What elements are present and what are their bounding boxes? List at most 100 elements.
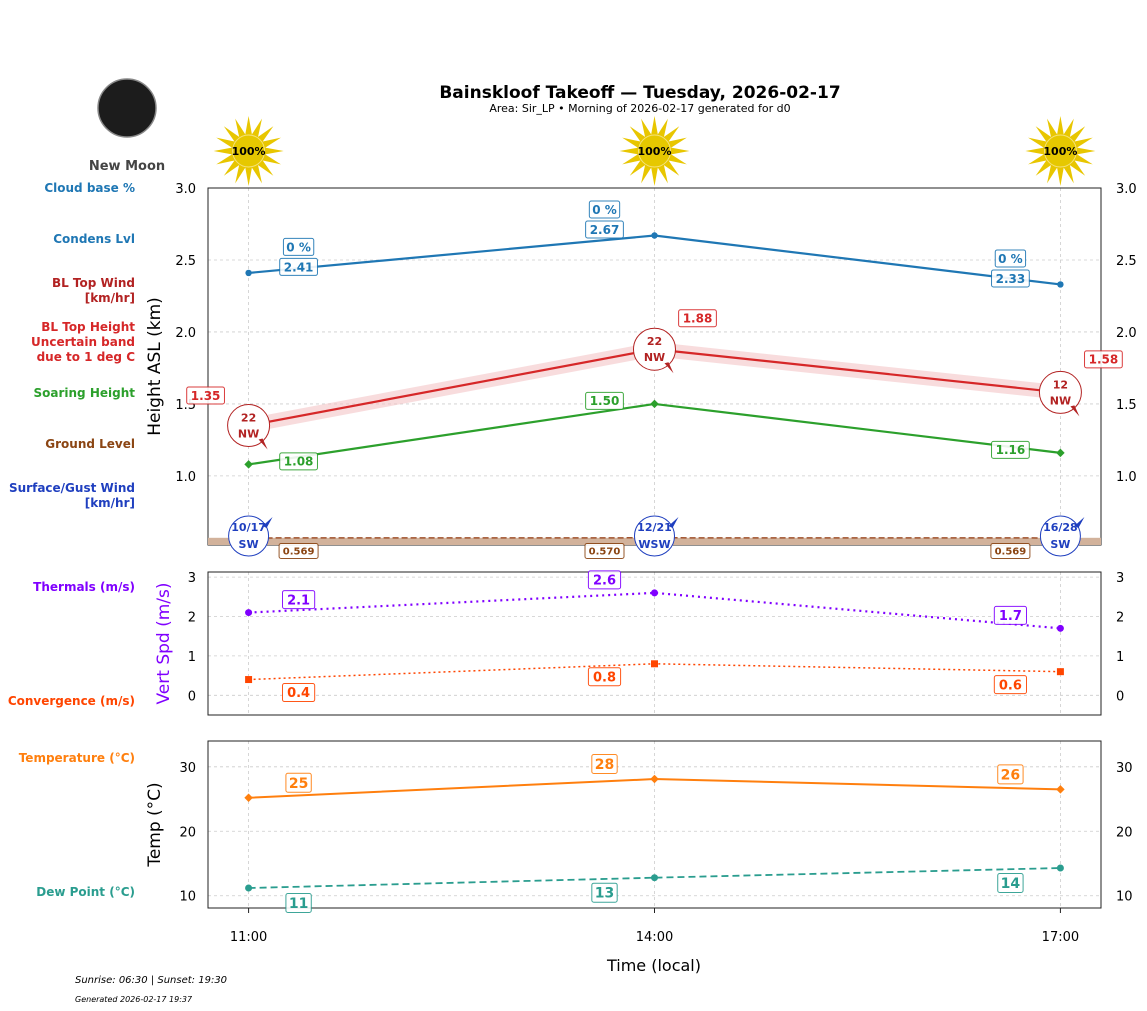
legend-label: Cloud base % (44, 181, 135, 195)
thermals-label: 2.6 (593, 574, 616, 589)
wind-arrow-icon (664, 362, 674, 374)
sun-icon-disc (1043, 134, 1077, 168)
cloud-base-pct-label-box (588, 200, 621, 219)
surface-wind-speed: 10/17 (231, 521, 266, 534)
condens-level-label-box (991, 269, 1030, 288)
thermals-point (651, 589, 658, 597)
thermals-label-box (587, 570, 622, 590)
sun-cover-pct: 100% (638, 145, 672, 158)
chart-title: Bainskloof Takeoff — Tuesday, 2026-02-17 (439, 83, 841, 103)
bl-top-height-label: 1.88 (683, 312, 713, 326)
temperature-label-box (997, 764, 1024, 785)
convergence-label-box (282, 683, 316, 703)
y-axis-label: Vert Spd (m/s) (154, 582, 174, 704)
dew-point-label-box (591, 882, 618, 903)
soaring-height-label-box (279, 452, 318, 471)
bl-wind-direction: NW (238, 428, 259, 441)
thermals-point (1056, 624, 1064, 632)
bl-wind-direction: NW (1050, 394, 1071, 407)
soaring-height-label-box (991, 440, 1030, 459)
thermals-line (248, 591, 1061, 630)
chart-subtitle: Area: Sir_LP • Morning of 2026-02-17 gen… (489, 102, 791, 115)
sun-icon-disc (638, 134, 671, 168)
sun-cover-pct: 100% (232, 145, 266, 158)
temperature-label-box (591, 754, 618, 775)
soaring-point (1056, 448, 1065, 458)
dew-point-label-box (285, 893, 312, 914)
legend-label: Surface/Gust Wind [km/hr] (9, 481, 135, 510)
generated-time: Generated 2026-02-17 19:37 (75, 995, 193, 1004)
legend-label: BL Top Wind [km/hr] (51, 276, 135, 305)
axes-frame (207, 571, 1102, 716)
surface-wind-direction: SW (239, 538, 259, 551)
ground-level-label-box (584, 543, 625, 559)
legend-label: Thermals (m/s) (33, 580, 135, 594)
moon-icon (97, 78, 157, 138)
bl-wind-barb-circle (227, 404, 271, 448)
moon-phase-label: New Moon (88, 159, 166, 174)
y-tick-label-right: 2.0 (1116, 326, 1137, 341)
convergence-point (245, 676, 253, 684)
y-tick-label-right: 3.0 (1116, 182, 1137, 197)
bl-top-height-label-box (186, 386, 225, 405)
y-tick-label-right: 1.0 (1116, 470, 1137, 485)
x-tick-label: 14:00 (636, 930, 673, 945)
thermals-label-box (282, 590, 316, 610)
y-tick-label: 1 (188, 650, 196, 665)
dew-point-point (651, 874, 658, 882)
bl-top-height-label-box (678, 309, 717, 328)
legend-label: Convergence (m/s) (7, 694, 135, 708)
y-tick-label: 3.0 (175, 182, 196, 197)
thermals-point (245, 609, 253, 617)
convergence-point (651, 660, 658, 668)
x-tick-label: 11:00 (230, 930, 267, 945)
dew-point-label: 11 (289, 896, 308, 912)
bl-wind-speed: 12 (1053, 378, 1068, 391)
y-tick-label-right: 20 (1116, 825, 1133, 840)
convergence-label-box (587, 667, 622, 687)
convergence-label: 0.8 (593, 670, 616, 685)
y-tick-label: 30 (179, 761, 196, 776)
legend-label: Ground Level (45, 437, 135, 451)
y-tick-label: 2.0 (175, 326, 196, 341)
soaring-point (244, 460, 253, 469)
wind-arrow-icon (668, 517, 679, 528)
y-tick-label: 10 (179, 890, 196, 905)
condens-level-label: 2.41 (284, 260, 314, 274)
legend-label: Condens Lvl (53, 232, 135, 246)
dew-point-label: 13 (595, 886, 614, 902)
y-tick-label: 0 (188, 689, 196, 704)
cloud-base-pct-label-box (994, 249, 1027, 268)
wind-arrow-icon (1070, 405, 1080, 417)
y-tick-label: 2 (188, 611, 196, 626)
dew-point-point (245, 884, 253, 892)
condens-level-label-box (279, 257, 318, 276)
legend-label: Dew Point (°C) (36, 885, 135, 899)
bl-top-uncertainty-band (248, 342, 1061, 433)
bl-wind-speed: 22 (241, 412, 256, 425)
condens-point (651, 232, 658, 239)
bl-top-height-label: 1.58 (1089, 353, 1119, 367)
thermals-label: 1.7 (999, 609, 1022, 624)
dew-point-label-box (997, 873, 1024, 894)
ground-level-label: 0.570 (589, 547, 621, 558)
condens-level-label: 2.33 (996, 272, 1026, 286)
y-tick-label: 20 (179, 825, 196, 840)
x-axis-label: Time (local) (606, 956, 701, 975)
bl-top-height-label: 1.35 (191, 389, 221, 403)
cloud-base-pct-label: 0 % (286, 240, 311, 254)
sun-times: Sunrise: 06:30 | Sunset: 19:30 (75, 975, 228, 986)
surface-wind-direction: WSW (638, 538, 670, 551)
bl-wind-barb-circle (1038, 370, 1082, 414)
y-axis-label: Height ASL (km) (145, 297, 165, 436)
thermals-label: 2.1 (287, 593, 310, 608)
dew-point-point (1056, 864, 1064, 872)
temperature-label: 28 (595, 757, 614, 773)
temperature-label: 25 (289, 776, 308, 792)
legend-label: Soaring Height (33, 386, 136, 400)
soaring-height-label-box (585, 391, 624, 410)
sun-cover-pct: 100% (1043, 145, 1077, 158)
condens-level-label: 2.67 (590, 223, 620, 237)
